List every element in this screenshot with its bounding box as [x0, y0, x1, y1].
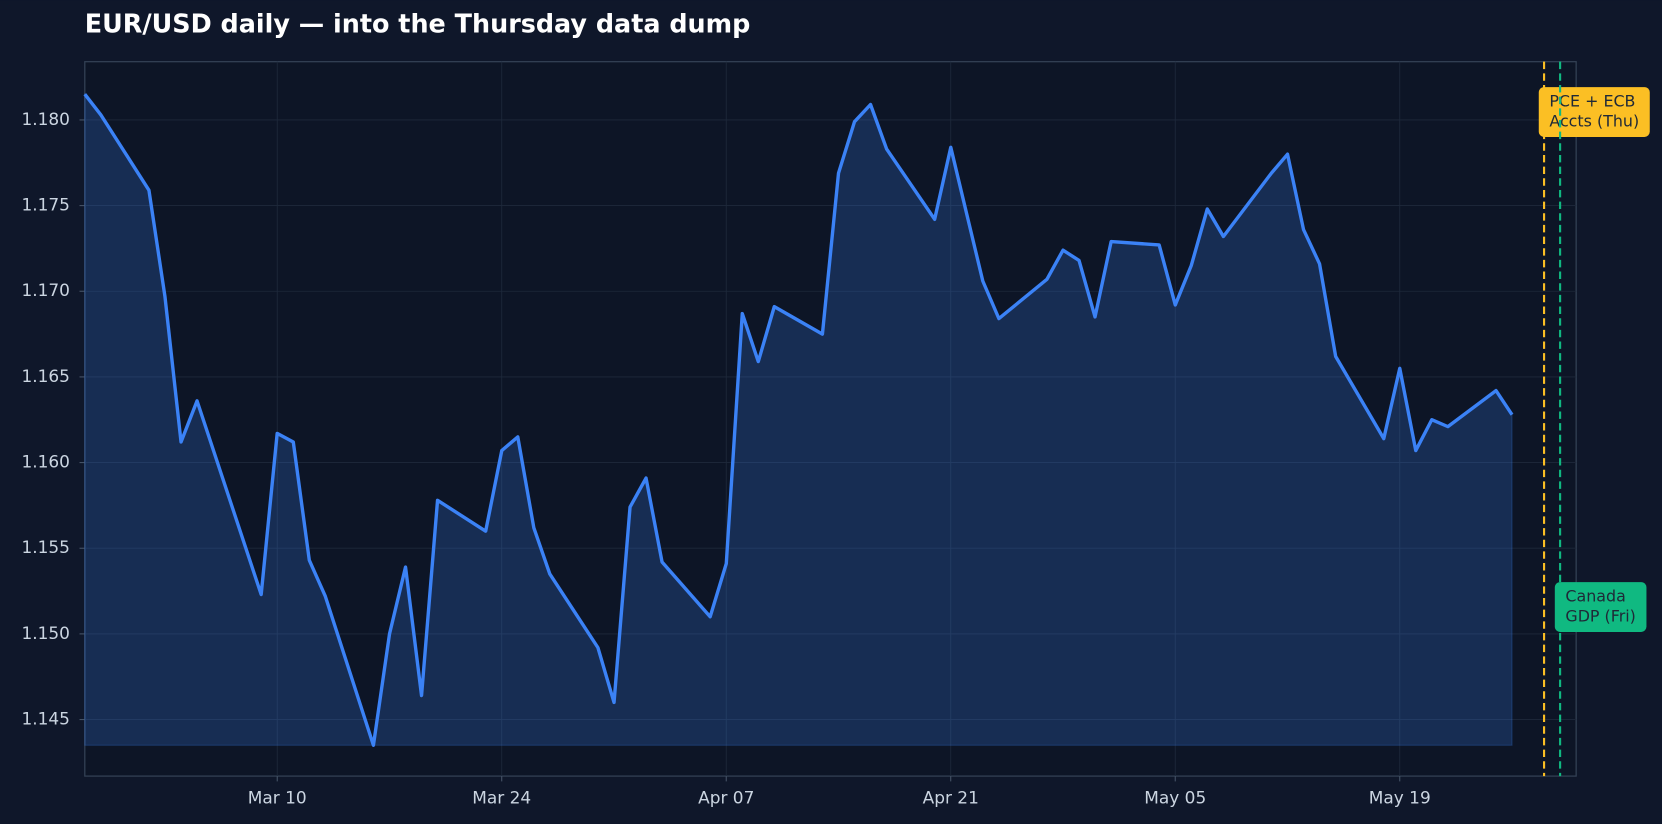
- event-label-text: Accts (Thu): [1549, 112, 1639, 131]
- event-label-box: [1554, 582, 1647, 632]
- x-tick-label: Apr 07: [698, 787, 754, 807]
- y-tick-label: 1.170: [21, 280, 70, 300]
- y-tick-label: 1.175: [21, 195, 70, 215]
- x-tick-label: May 05: [1144, 787, 1206, 807]
- y-tick-label: 1.145: [21, 709, 70, 729]
- event-label-text: PCE + ECB: [1549, 91, 1635, 110]
- y-tick-label: 1.155: [21, 537, 70, 557]
- event-label-box: [1538, 87, 1650, 137]
- x-tick-label: May 19: [1369, 787, 1431, 807]
- event-label-text: GDP (Fri): [1565, 607, 1635, 626]
- y-tick-label: 1.150: [21, 623, 70, 643]
- y-tick-label: 1.160: [21, 452, 70, 472]
- event-label: Canada GDP (Fri): [1554, 582, 1647, 632]
- x-tick-label: Mar 24: [472, 787, 531, 807]
- x-tick-label: Apr 21: [923, 787, 979, 807]
- x-tick-label: Mar 10: [248, 787, 307, 807]
- line: [83, 93, 1514, 747]
- y-tick-label: 1.180: [21, 109, 70, 129]
- y-tick-label: 1.165: [21, 366, 70, 386]
- plot-area: [84, 61, 1577, 777]
- event-label-text: Canada: [1565, 586, 1625, 605]
- chart-title: EUR/USD daily — into the Thursday data d…: [85, 9, 751, 39]
- event-label: PCE + ECB Accts (Thu): [1538, 87, 1650, 137]
